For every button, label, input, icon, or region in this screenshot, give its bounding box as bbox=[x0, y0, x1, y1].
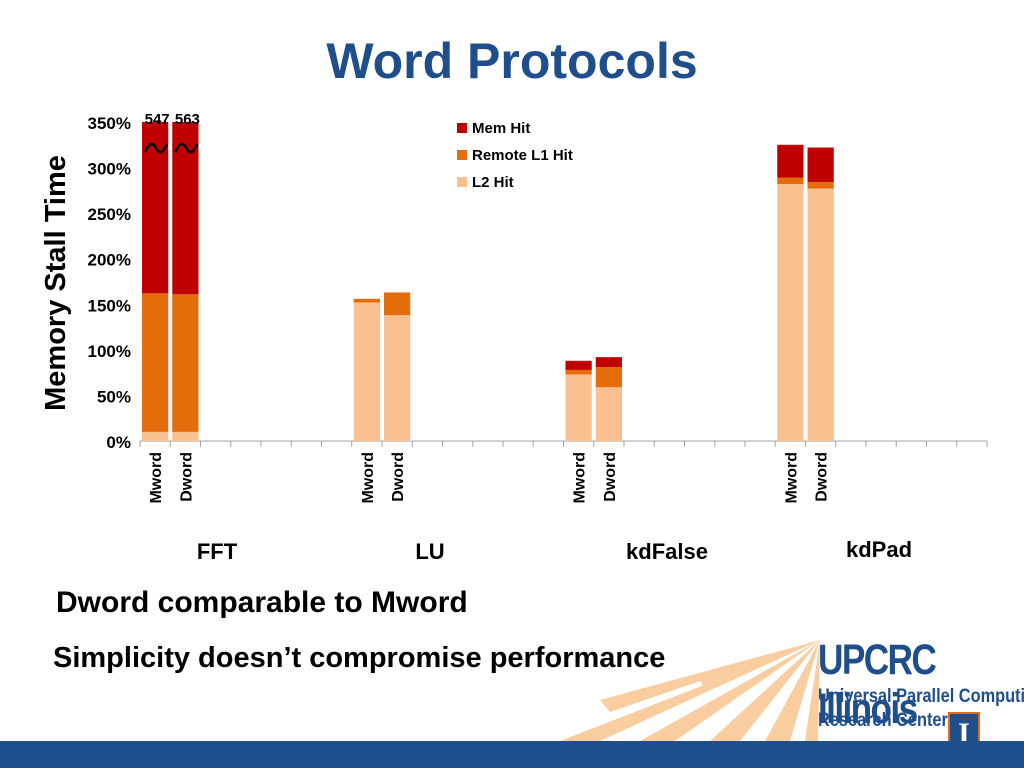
bar-label: Dword bbox=[602, 452, 619, 502]
bar-segment bbox=[595, 387, 622, 441]
bar-label: Mword bbox=[783, 452, 800, 504]
bar-segment bbox=[353, 298, 380, 303]
y-tick-label: 350% bbox=[88, 114, 131, 133]
bar-segment bbox=[142, 431, 169, 441]
slide-title: Word Protocols bbox=[326, 33, 698, 89]
legend-swatch bbox=[457, 123, 467, 133]
bar-segment bbox=[142, 293, 169, 432]
group-label: kdPad bbox=[846, 537, 912, 562]
y-tick-label: 250% bbox=[88, 205, 131, 224]
y-tick-label: 200% bbox=[88, 251, 131, 270]
legend-label: Remote L1 Hit bbox=[472, 147, 573, 164]
bullet-simplicity: Simplicity doesn’t compromise performanc… bbox=[53, 642, 666, 674]
bar-segment bbox=[172, 294, 199, 432]
bar-label: Dword bbox=[178, 452, 195, 502]
bar-label: Dword bbox=[814, 452, 831, 502]
bar-label: Mword bbox=[572, 452, 589, 504]
bar-segment bbox=[384, 315, 411, 441]
y-tick-label: 300% bbox=[88, 160, 131, 179]
bar-label: Mword bbox=[148, 452, 165, 504]
footer-band bbox=[0, 741, 1024, 768]
y-tick-label: 100% bbox=[88, 342, 131, 361]
logo-subtitle-line1: Universal Parallel Computing bbox=[818, 686, 1024, 707]
bar-segment bbox=[565, 374, 592, 441]
bar-label: Dword bbox=[390, 452, 407, 502]
legend-label: Mem Hit bbox=[472, 120, 530, 137]
bar-segment bbox=[777, 144, 804, 178]
y-tick-label: 0% bbox=[106, 433, 131, 452]
bar-segment bbox=[777, 183, 804, 441]
bar-label: Mword bbox=[360, 452, 377, 504]
group-label: LU bbox=[415, 539, 444, 564]
legend-swatch bbox=[457, 150, 467, 160]
bar-segment bbox=[595, 357, 622, 368]
legend-swatch bbox=[457, 177, 467, 187]
logo-subtitle-line2: Research Center bbox=[818, 710, 948, 731]
bar-segment bbox=[777, 177, 804, 184]
clipped-value-label: 547 bbox=[145, 111, 170, 128]
bar-segment bbox=[807, 147, 834, 183]
bar-segment bbox=[807, 188, 834, 441]
axis-break-icon bbox=[143, 142, 169, 154]
clipped-value-label: 563 bbox=[175, 111, 200, 128]
bar-segment bbox=[565, 360, 592, 370]
bar-segment bbox=[172, 431, 199, 441]
legend-label: L2 Hit bbox=[472, 174, 514, 191]
y-tick-label: 50% bbox=[97, 387, 131, 406]
memory-stall-chart: 0% 50% 100% 150% 200% 250% 300% 350% Memory Stal… bbox=[40, 111, 988, 564]
bar-segment bbox=[384, 292, 411, 316]
upcrc-logo-text: UPCRC Illinois bbox=[818, 636, 937, 733]
y-tick-label: 150% bbox=[88, 296, 131, 315]
group-label: kdFalse bbox=[626, 539, 708, 564]
bar-segment bbox=[595, 367, 622, 388]
group-label: FFT bbox=[197, 539, 238, 564]
bar-segment bbox=[353, 302, 380, 441]
bar-segment bbox=[807, 182, 834, 189]
bar-segment bbox=[565, 369, 592, 375]
y-axis-title: Memory Stall Time bbox=[40, 155, 72, 411]
bullet-dword-comparable: Dword comparable to Mword bbox=[56, 586, 468, 619]
axis-break-icon bbox=[174, 142, 199, 154]
